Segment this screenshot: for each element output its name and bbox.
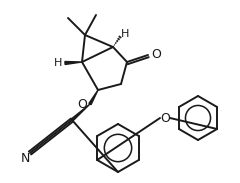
Polygon shape xyxy=(71,104,90,121)
Polygon shape xyxy=(65,61,82,64)
Polygon shape xyxy=(89,90,98,105)
Text: H: H xyxy=(54,58,62,68)
Text: O: O xyxy=(160,111,170,124)
Text: O: O xyxy=(151,48,161,61)
Text: O: O xyxy=(77,98,87,111)
Text: N: N xyxy=(20,152,30,165)
Text: H: H xyxy=(121,29,129,39)
